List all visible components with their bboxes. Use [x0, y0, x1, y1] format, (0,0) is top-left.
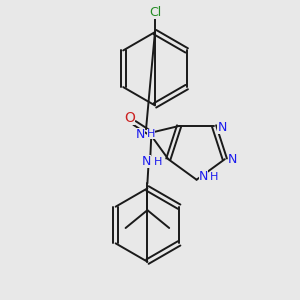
Text: H: H — [147, 129, 155, 139]
Text: O: O — [124, 111, 135, 125]
Text: H: H — [154, 157, 163, 166]
Text: H: H — [210, 172, 219, 182]
Text: N: N — [135, 128, 145, 141]
Text: N: N — [217, 122, 226, 134]
Text: Cl: Cl — [149, 6, 161, 19]
Text: N: N — [142, 155, 151, 168]
Text: N: N — [199, 170, 208, 183]
Text: N: N — [228, 153, 237, 166]
